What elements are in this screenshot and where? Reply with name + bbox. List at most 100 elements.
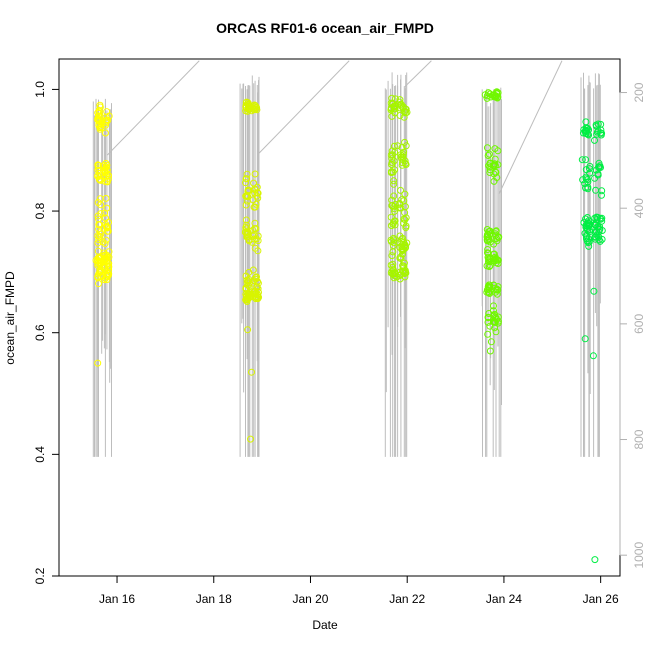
data-point <box>95 236 103 244</box>
data-point <box>103 166 111 174</box>
data-point <box>403 239 411 247</box>
data-point <box>398 196 406 204</box>
data-point <box>581 229 589 237</box>
data-point <box>484 330 492 338</box>
data-point <box>242 201 250 209</box>
data-point <box>252 225 260 233</box>
x-tick-label: Jan 24 <box>486 592 522 606</box>
data-point <box>590 287 598 295</box>
y-tick-label: 0.2 <box>33 567 47 584</box>
data-point <box>250 203 258 211</box>
data-point <box>251 287 259 295</box>
data-point <box>388 159 396 166</box>
data-point <box>578 156 586 164</box>
data-point <box>103 204 111 212</box>
pressure-trace-layer <box>92 60 601 457</box>
data-point <box>96 103 104 111</box>
data-point <box>243 170 251 178</box>
data-point <box>402 160 409 167</box>
data-point <box>97 267 105 275</box>
data-point <box>388 94 396 102</box>
data-point <box>94 359 102 367</box>
data-point <box>485 150 493 158</box>
data-point <box>401 216 409 224</box>
data-point <box>244 193 252 201</box>
data-point <box>491 318 499 326</box>
data-point <box>243 192 251 200</box>
data-point <box>94 239 102 247</box>
data-point <box>592 186 600 194</box>
data-point <box>397 204 405 212</box>
y-tick-label: 0.8 <box>33 202 47 219</box>
data-point <box>400 262 408 270</box>
data-point <box>95 107 103 115</box>
data-point <box>103 222 111 230</box>
data-point <box>396 100 404 108</box>
y2-tick-label: 1000 <box>632 542 646 569</box>
data-point <box>245 106 253 114</box>
data-point <box>492 328 500 336</box>
data-point <box>250 179 258 187</box>
data-point <box>491 253 499 261</box>
data-point <box>94 257 102 265</box>
y-tick-label: 0.6 <box>33 324 47 341</box>
data-point <box>400 259 408 267</box>
data-point <box>494 319 502 327</box>
x-axis: Jan 16 Jan 18 Jan 20 Jan 22 Jan 24 Jan 26 <box>99 575 619 606</box>
data-point <box>104 223 111 231</box>
data-point <box>249 293 257 301</box>
data-point <box>589 352 597 360</box>
data-point <box>391 207 398 215</box>
data-point <box>490 302 497 310</box>
data-point <box>484 230 492 238</box>
data-point <box>400 267 408 275</box>
data-point <box>484 246 492 253</box>
data-point <box>399 247 406 254</box>
data-point <box>243 233 251 241</box>
data-point <box>397 186 404 194</box>
y-tick-label: 0.4 <box>33 446 47 463</box>
y2-tick-label: 200 <box>632 82 646 102</box>
data-point <box>491 155 499 163</box>
data-point <box>591 136 598 144</box>
data-point <box>390 177 398 185</box>
data-point <box>254 237 262 245</box>
data-point <box>494 93 502 101</box>
data-point <box>388 202 396 209</box>
data-point <box>254 295 262 303</box>
data-point <box>254 189 261 197</box>
data-point <box>593 227 601 235</box>
data-point <box>388 112 396 120</box>
data-point <box>102 163 110 171</box>
data-point <box>491 313 499 321</box>
data-point <box>241 228 249 236</box>
data-point <box>585 131 593 139</box>
data-point <box>95 117 103 125</box>
data-point <box>104 227 111 235</box>
data-point <box>390 274 398 282</box>
data-point <box>245 293 253 301</box>
data-point <box>253 283 261 291</box>
data-point <box>483 144 491 152</box>
data-point <box>94 274 102 282</box>
data-point <box>484 152 492 159</box>
data-point <box>253 235 260 243</box>
x-tick-label: Jan 18 <box>196 592 232 606</box>
y2-tick-label: 600 <box>632 314 646 334</box>
data-point <box>493 290 501 298</box>
data-point <box>398 238 406 245</box>
data-point <box>399 154 407 161</box>
data-point <box>490 177 498 185</box>
data-point <box>483 286 491 294</box>
data-point <box>95 225 102 233</box>
data-point <box>594 171 602 179</box>
data-point <box>389 260 397 268</box>
data-point <box>390 269 398 277</box>
data-point <box>391 105 398 113</box>
data-point <box>243 175 251 183</box>
transit-line <box>498 60 563 194</box>
transit-line <box>404 60 432 88</box>
data-point <box>491 160 499 168</box>
data-point <box>487 93 495 101</box>
data-point <box>251 189 259 197</box>
